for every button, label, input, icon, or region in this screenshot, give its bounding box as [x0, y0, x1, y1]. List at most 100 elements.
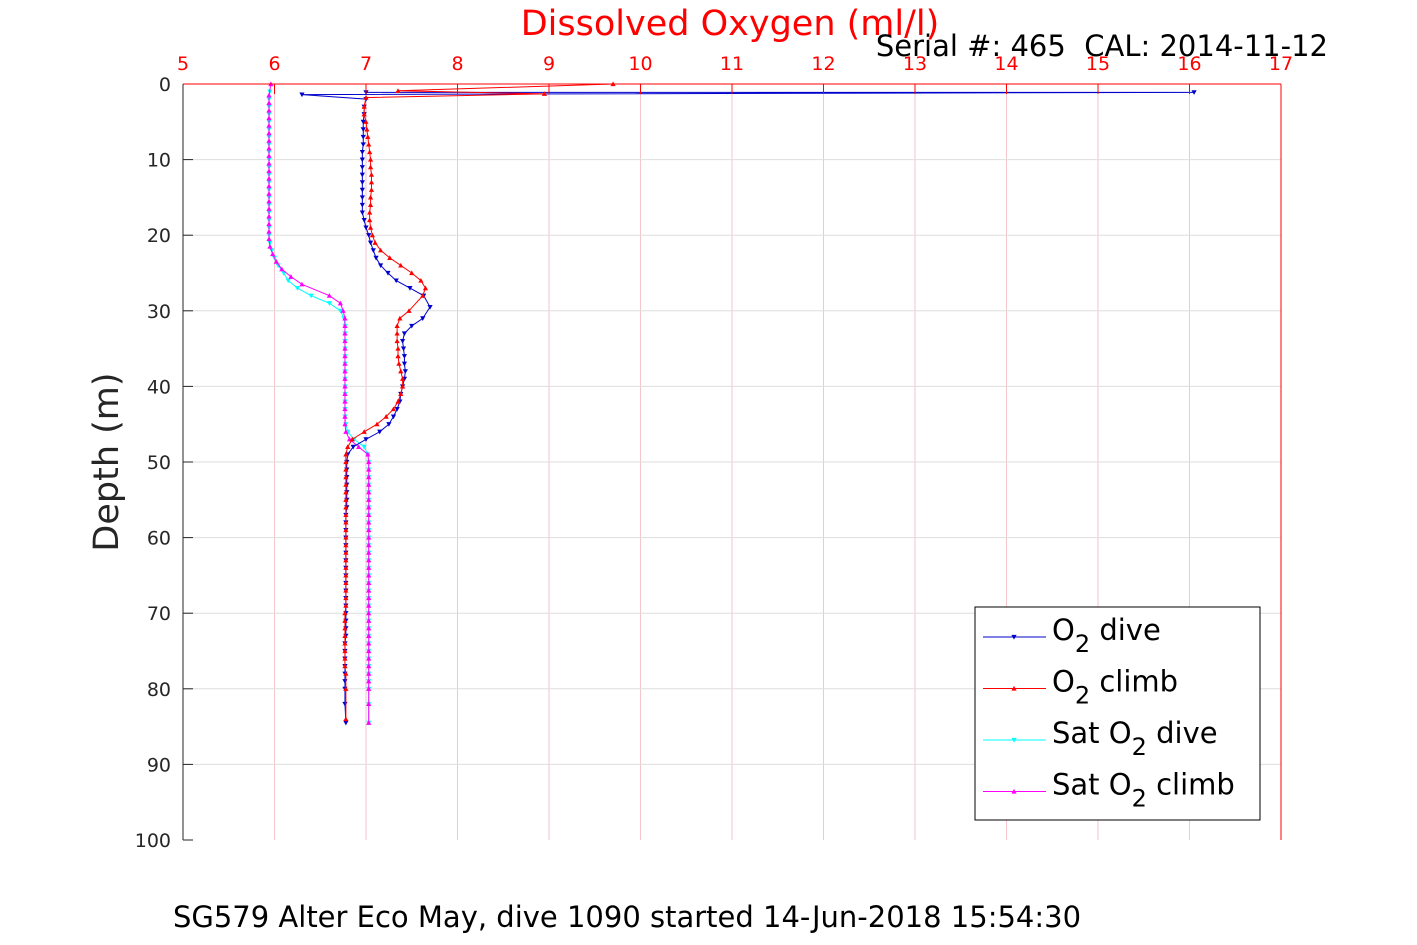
data-point [366, 233, 372, 238]
data-point [342, 610, 348, 616]
data-point [366, 542, 372, 548]
data-point [342, 663, 348, 669]
x-tick-label: 9 [543, 53, 555, 75]
data-point [343, 565, 349, 570]
x-tick-label: 17 [1269, 53, 1293, 75]
legend-marker [1011, 737, 1017, 743]
data-point [343, 603, 349, 608]
data-point [367, 209, 373, 215]
x-tick-label: 12 [811, 53, 835, 75]
data-point [401, 361, 408, 367]
data-point [343, 587, 349, 593]
data-point [361, 429, 367, 434]
data-point [366, 610, 372, 616]
data-point [360, 127, 366, 132]
x-tick-label: 11 [720, 53, 744, 75]
y-tick-label: 10 [147, 150, 171, 172]
data-point [383, 414, 389, 419]
data-point [406, 308, 412, 313]
data-point [266, 236, 272, 242]
legend-label: Sat O2 climb [1052, 768, 1235, 813]
data-point [427, 304, 433, 310]
x-tick-label: 8 [451, 53, 463, 75]
chart-title: Dissolved Oxygen (ml/l) [521, 4, 940, 44]
data-point [390, 406, 397, 412]
legend-label: O2 climb [1052, 665, 1178, 710]
data-point [366, 497, 372, 502]
data-point [266, 221, 272, 226]
data-point [285, 278, 291, 284]
data-point [366, 466, 372, 472]
data-point [343, 557, 349, 563]
data-point [369, 232, 376, 238]
data-point [366, 580, 372, 586]
data-point [366, 648, 372, 654]
data-point [366, 663, 372, 669]
y-tick-label: 50 [147, 452, 171, 474]
data-point [343, 459, 349, 465]
data-point [409, 323, 415, 329]
data-point [342, 338, 348, 344]
data-point [340, 308, 346, 313]
data-point [359, 157, 365, 163]
data-point [326, 301, 332, 306]
data-point [366, 141, 372, 147]
data-point [394, 323, 400, 328]
data-point [342, 315, 348, 321]
data-point [343, 527, 349, 533]
legend-marker [1011, 685, 1017, 691]
data-point [366, 633, 372, 638]
data-point [364, 126, 370, 132]
legend-entry: O2 climb [983, 665, 1178, 710]
y-tick-label: 20 [147, 225, 171, 247]
data-point [342, 376, 348, 381]
data-point [366, 557, 372, 563]
data-point [368, 179, 375, 185]
data-point [418, 277, 424, 283]
data-point [343, 451, 349, 457]
legend-marker [1011, 788, 1017, 794]
data-point [378, 247, 384, 253]
data-point [343, 489, 349, 495]
data-point [275, 263, 281, 269]
data-point [398, 368, 404, 374]
data-point [342, 625, 348, 631]
series-o2-climb [342, 81, 616, 722]
data-point [359, 180, 365, 185]
data-point [398, 391, 404, 397]
data-point [343, 595, 349, 601]
data-point [366, 720, 372, 725]
data-point [266, 198, 272, 204]
data-point [266, 100, 272, 105]
data-point [349, 436, 355, 442]
data-point [299, 281, 305, 287]
data-point [367, 225, 374, 230]
x-tick-label: 14 [994, 53, 1018, 75]
data-point [342, 330, 348, 336]
data-point [400, 346, 407, 352]
data-point [367, 164, 374, 170]
data-point [342, 648, 348, 654]
data-point [273, 259, 279, 264]
legend-entry: Sat O2 climb [983, 768, 1235, 813]
axes [182, 83, 1282, 841]
data-point [342, 633, 348, 638]
data-point [343, 720, 349, 726]
legend-entry: O2 dive [983, 613, 1161, 658]
data-point [342, 414, 348, 419]
data-point [367, 194, 374, 200]
data-point [397, 315, 403, 321]
data-point [366, 640, 372, 646]
data-point [366, 565, 372, 570]
data-point [343, 482, 349, 487]
data-point [266, 175, 272, 181]
data-point [366, 671, 372, 676]
data-point [365, 134, 371, 139]
data-point [395, 398, 401, 404]
data-point [363, 119, 369, 124]
data-point [342, 361, 348, 366]
y-tick-label: 70 [147, 603, 171, 625]
data-point [266, 228, 272, 234]
data-point [390, 414, 397, 420]
x-tick-label: 10 [628, 53, 652, 75]
